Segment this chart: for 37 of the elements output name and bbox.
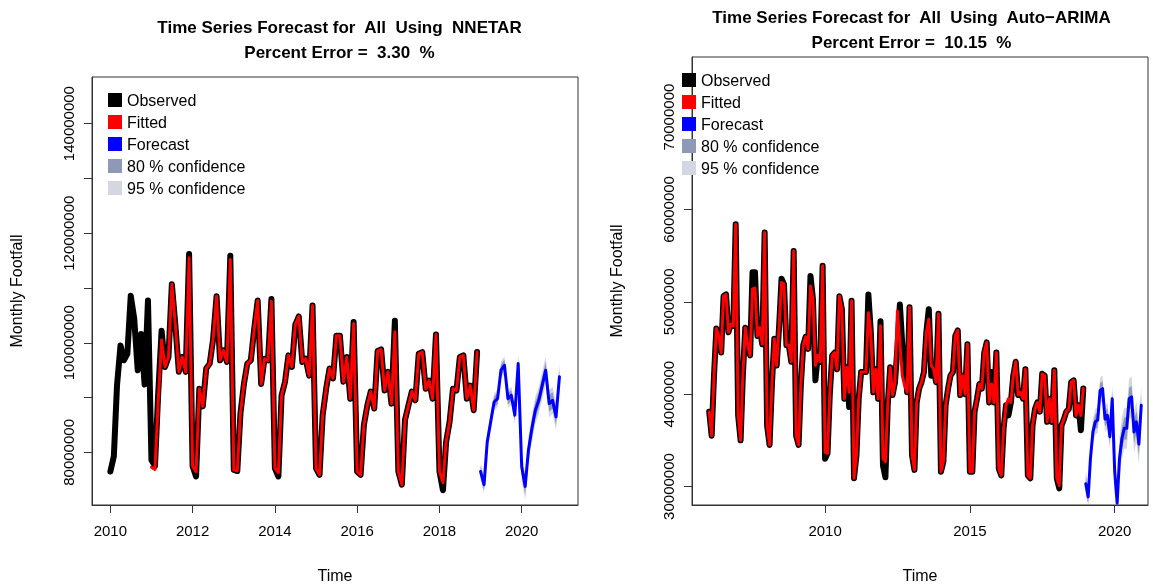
x-tick-label: 2020 (505, 522, 539, 539)
y-axis-title: Monthly Footfall (7, 234, 25, 348)
x-axis-title: Time (902, 566, 938, 584)
legend-label: Fitted (127, 113, 168, 131)
y-tick-label: 80000000 (60, 419, 77, 486)
legend-label: Observed (701, 71, 771, 89)
y-axis-title: Monthly Footfall (607, 224, 625, 338)
x-axis-title: Time (317, 566, 353, 584)
line-series (149, 256, 479, 487)
x-tick-label: 2010 (93, 522, 128, 539)
x-tick-label: 2020 (1098, 522, 1132, 539)
y-tick-label: 140000000 (60, 86, 77, 162)
y-tick-label: 100000000 (60, 305, 77, 381)
y-tick-label: 70000000 (660, 83, 677, 151)
x-tick-label: 2010 (808, 522, 842, 539)
x-tick-label: 2016 (340, 522, 374, 539)
legend-label: 80 % confidence (127, 157, 246, 175)
legend-label: Forecast (127, 135, 190, 153)
x-tick-label: 2015 (953, 522, 987, 539)
chart-subtitle: Percent Error = 3.30 % (244, 43, 435, 62)
legend-label: Fitted (701, 93, 742, 111)
legend-label: Forecast (701, 115, 764, 133)
y-tick-label: 50000000 (660, 268, 677, 336)
y-tick-label: 60000000 (660, 176, 677, 243)
chart-subtitle: Percent Error = 10.15 % (811, 33, 1012, 52)
chart-title: Time Series Forecast for All Using NNETAR (157, 18, 522, 37)
x-tick-label: 2014 (258, 522, 292, 539)
y-tick-label: 120000000 (60, 195, 77, 271)
x-tick-label: 2018 (422, 522, 457, 539)
y-tick-label: 30000000 (660, 453, 677, 520)
legend-label: 95 % confidence (127, 179, 246, 197)
legend-label: Observed (127, 91, 197, 109)
y-tick-label: 40000000 (660, 360, 677, 428)
legend-label: 80 % confidence (701, 137, 820, 155)
legend-label: 95 % confidence (701, 159, 820, 177)
chart-title: Time Series Forecast for All Using Auto−ARIMA (712, 8, 1111, 27)
x-tick-label: 2012 (175, 522, 210, 539)
